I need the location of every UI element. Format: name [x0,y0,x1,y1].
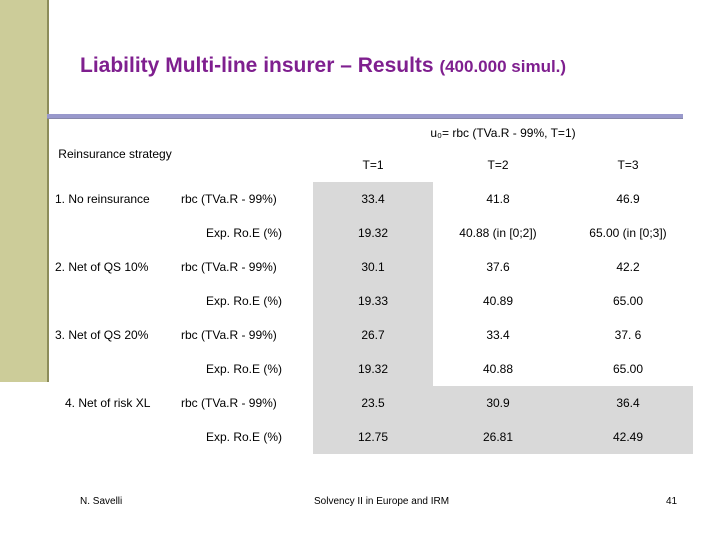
header-row-1: Reinsurance strategy u₀= rbc (TVa.R - 99… [55,118,693,160]
cell-value: 65.00 (in [0;3]) [589,226,667,240]
title-part-2: Multi-line insurer – Results [165,54,434,77]
measure-label: rbc (TVa.R - 99%) [181,192,277,206]
cell-value: 65.00 [612,294,644,308]
strategy-label: 2. Net of QS 10% [55,260,149,274]
strategy-label: 4. Net of risk XL [65,396,151,410]
measure-label: rbc (TVa.R - 99%) [181,328,277,342]
title-part-1: Liability [80,54,160,77]
strategy-label: 1. No reinsurance [55,192,150,206]
page-number: 41 [666,496,678,507]
footer-author: N. Savelli [80,496,123,507]
title-rule [47,114,683,118]
measure-label: Exp. Ro.E (%) [205,362,283,376]
header-row-2: T=1 T=2 T=3 [55,148,693,182]
column-header: T=3 [617,157,639,172]
cell-value: 12.75 [313,420,433,454]
cell-value: 26.7 [313,318,433,352]
sidebar-line [47,0,49,382]
cell-value: 37. 6 [614,328,642,342]
column-header: T=2 [487,157,509,172]
cell-value: 19.32 [313,216,433,250]
group-header: u₀= rbc (TVa.R - 99%, T=1) [430,125,576,140]
cell-value: 40.88 (in [0;2]) [459,226,537,240]
table-row: Exp. Ro.E (%) 19.32 40.88 (in [0;2]) 65.… [55,216,693,250]
table-row: Exp. Ro.E (%) 12.75 26.81 42.49 [55,420,693,454]
header-blank [175,118,313,182]
results-table: Reinsurance strategy u₀= rbc (TVa.R - 99… [55,118,693,454]
cell-value: 33.4 [313,182,433,216]
sidebar-gap [0,382,47,540]
slide-title: Liability Multi-line insurer – Results (… [80,54,566,78]
column-header: T=1 [362,157,384,172]
measure-label: rbc (TVa.R - 99%) [181,396,277,410]
cell-value: 19.33 [313,284,433,318]
cell-value: 19.32 [313,352,433,386]
strategy-label: 3. Net of QS 20% [55,328,149,342]
cell-value: 40.89 [482,294,514,308]
title-rule-shadow [47,118,683,119]
measure-label: rbc (TVa.R - 99%) [181,260,277,274]
table-row: 2. Net of QS 10% rbc (TVa.R - 99%) 30.1 … [55,250,693,284]
footer-center-text: Solvency II in Europe and IRM [314,496,450,507]
table-row: 1. No reinsurance rbc (TVa.R - 99%) 33.4… [55,182,693,216]
cell-value: 42.49 [563,420,693,454]
cell-value: 30.9 [433,386,563,420]
cell-value: 40.88 [482,362,514,376]
title-part-3: (400.000 simul.) [439,57,567,76]
strategy-header: Reinsurance strategy [58,146,172,161]
cell-value: 65.00 [612,362,644,376]
cell-value: 23.5 [313,386,433,420]
table-row: 3. Net of QS 20% rbc (TVa.R - 99%) 26.7 … [55,318,693,352]
cell-value: 30.1 [313,250,433,284]
table-row: Exp. Ro.E (%) 19.33 40.89 65.00 [55,284,693,318]
measure-label: Exp. Ro.E (%) [205,430,283,444]
cell-value: 36.4 [563,386,693,420]
cell-value: 41.8 [486,192,510,206]
table-row: 4. Net of risk XL rbc (TVa.R - 99%) 23.5… [55,386,693,420]
table-row: Exp. Ro.E (%) 19.32 40.88 65.00 [55,352,693,386]
cell-value: 26.81 [433,420,563,454]
cell-value: 37.6 [486,260,510,274]
cell-value: 33.4 [486,328,510,342]
cell-value: 42.2 [616,260,640,274]
measure-label: Exp. Ro.E (%) [205,294,283,308]
cell-value: 46.9 [616,192,640,206]
measure-label: Exp. Ro.E (%) [205,226,283,240]
